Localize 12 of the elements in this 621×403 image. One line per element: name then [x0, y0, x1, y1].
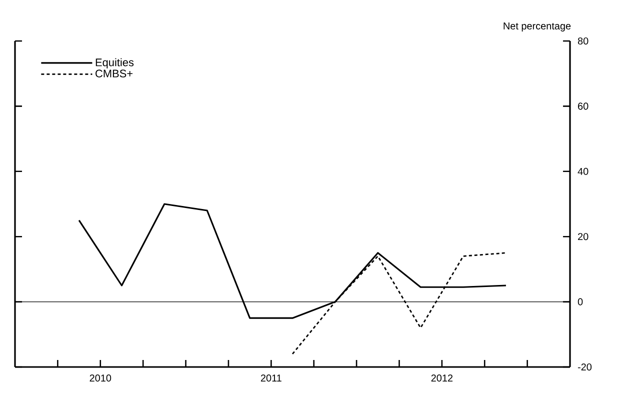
y-tick-label: 60 [578, 102, 588, 110]
x-tick-label: 2011 [260, 374, 282, 382]
x-tick-label: 2010 [90, 374, 112, 382]
y-tick-label: 80 [578, 37, 588, 45]
y-tick-label: 40 [578, 168, 588, 175]
y-axis-title: Net percentage [504, 22, 571, 32]
y-tick-label: 20 [578, 233, 588, 240]
y-tick-label: -20 [578, 363, 592, 371]
y-tick-label: 0 [578, 298, 583, 306]
x-tick-label: 2012 [431, 374, 453, 382]
legend-label: CMBS+ [96, 70, 133, 78]
legend-label: Equities [96, 58, 134, 68]
